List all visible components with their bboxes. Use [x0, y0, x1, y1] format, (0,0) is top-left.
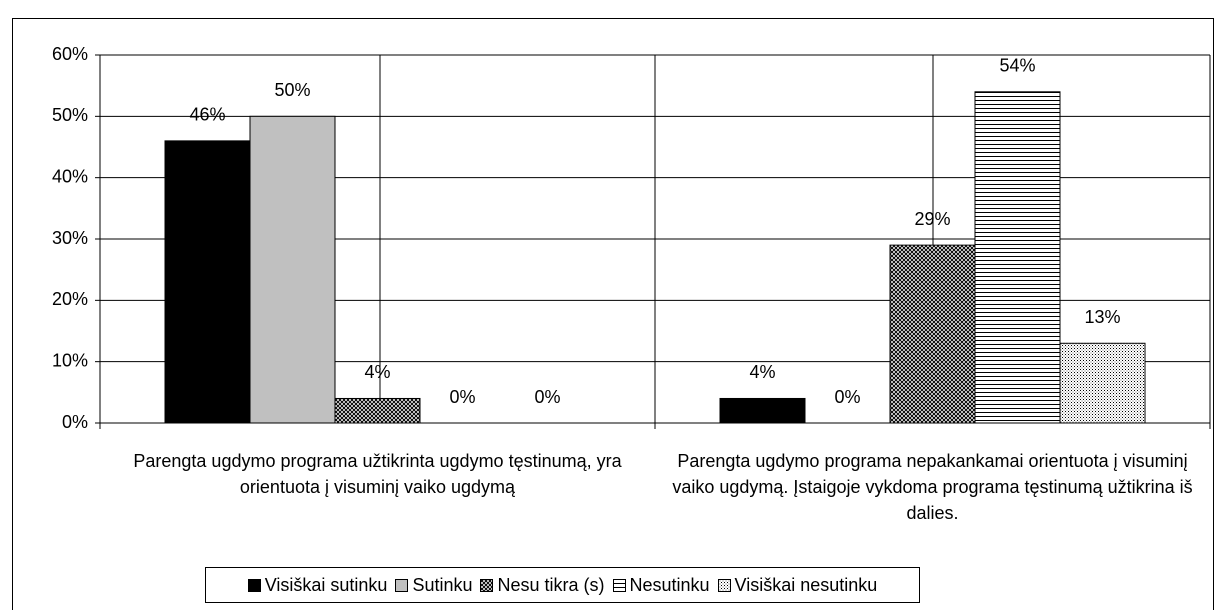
legend-swatch — [480, 578, 494, 592]
data-label: 54% — [999, 56, 1035, 76]
legend-item: Visiškai nesutinku — [717, 574, 878, 596]
legend-swatch-box — [480, 578, 494, 592]
data-label: 13% — [1084, 307, 1120, 327]
bar — [719, 397, 806, 424]
bar — [889, 244, 976, 424]
data-label: 29% — [914, 209, 950, 229]
y-tick-label: 40% — [52, 166, 88, 186]
legend-label: Nesu tikra (s) — [497, 574, 605, 595]
legend-swatch-box — [717, 578, 731, 592]
y-tick-label: 0% — [62, 412, 88, 432]
bar — [249, 115, 336, 424]
x-tick-label: Parengta ugdymo programa užtikrinta ugdy… — [133, 451, 622, 497]
bar — [334, 397, 421, 424]
legend-label: Visiškai sutinku — [264, 574, 388, 595]
legend-item: Sutinku — [395, 575, 472, 596]
data-label: 46% — [189, 105, 225, 125]
y-tick-label: 10% — [52, 350, 88, 370]
data-label: 4% — [749, 362, 775, 382]
legend-swatch — [612, 578, 626, 592]
y-tick-label: 20% — [52, 289, 88, 309]
legend-label: Sutinku — [412, 574, 473, 595]
legend-swatch-box — [247, 578, 261, 592]
data-label: 0% — [449, 387, 475, 407]
data-label: 0% — [834, 387, 860, 407]
bar — [974, 91, 1061, 424]
data-label: 4% — [364, 362, 390, 382]
legend-swatch-box — [612, 578, 626, 592]
legend-label: Nesutinku — [629, 574, 710, 595]
legend: Visiškai sutinku Sutinku Nesu tikra (s) Nes… — [205, 567, 920, 603]
data-label: 50% — [274, 80, 310, 100]
bar — [1059, 342, 1146, 424]
legend-item: Nesu tikra (s) — [480, 574, 605, 596]
y-tick-label: 60% — [52, 44, 88, 64]
x-tick-label: Parengta ugdymo programa nepakankamai or… — [672, 451, 1193, 523]
legend-label: Visiškai nesutinku — [734, 574, 878, 595]
legend-item: Visiškai sutinku — [247, 574, 388, 596]
legend-swatch — [717, 578, 731, 592]
legend-swatch-box — [395, 578, 409, 592]
legend-swatch — [247, 578, 261, 592]
y-tick-label: 30% — [52, 228, 88, 248]
legend-swatch — [395, 578, 409, 592]
legend-item: Nesutinku — [612, 574, 710, 596]
data-label: 0% — [534, 387, 560, 407]
y-tick-label: 50% — [52, 105, 88, 125]
bar — [164, 140, 251, 424]
